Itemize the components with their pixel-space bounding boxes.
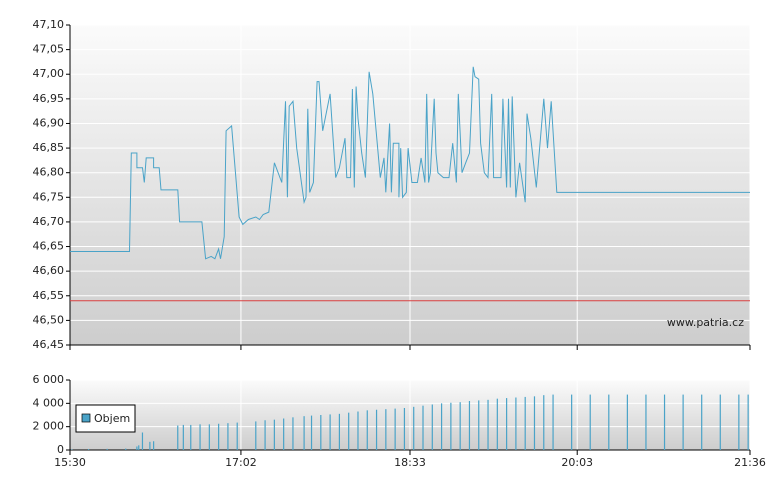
y-tick-label: 47,00 [33, 67, 65, 80]
volume-bar [149, 441, 151, 450]
y-tick-label: 2 000 [33, 420, 65, 433]
volume-bar [478, 400, 480, 450]
legend-label: Objem [94, 412, 130, 425]
volume-bar [450, 402, 452, 450]
y-tick-label: 46,65 [33, 240, 65, 253]
y-tick-label: 46,70 [33, 215, 65, 228]
volume-bar [338, 413, 340, 450]
legend-swatch [81, 413, 91, 423]
volume-bar [403, 408, 406, 450]
volume-bar [645, 394, 647, 450]
volume-bar [292, 417, 294, 450]
volume-bar [738, 394, 740, 450]
y-tick-label: 46,95 [33, 92, 65, 105]
volume-bar [506, 398, 508, 450]
volume-bar [440, 403, 443, 450]
volume-bar [626, 394, 628, 450]
volume-bar [273, 419, 275, 450]
y-tick-label: 46,55 [33, 289, 65, 302]
volume-bar [413, 406, 415, 450]
volume-bar [136, 446, 138, 450]
volume-bar [524, 396, 526, 450]
volume-bar [375, 409, 378, 450]
y-tick-label: 6 000 [33, 373, 65, 386]
volume-bar [422, 405, 424, 450]
volume-bar [199, 424, 201, 450]
y-tick-label: 47,10 [33, 18, 65, 31]
volume-bar [552, 394, 554, 450]
y-tick-label: 46,90 [33, 116, 65, 129]
volume-bar [329, 414, 331, 450]
y-tick-label: 46,60 [33, 264, 65, 277]
volume-bar [141, 432, 144, 450]
y-tick-label: 46,75 [33, 190, 65, 203]
volume-bar [431, 404, 433, 450]
volume-bar [106, 448, 108, 450]
volume-bar [177, 425, 179, 450]
x-tick-label: 20:03 [561, 456, 593, 469]
volume-bar [153, 441, 155, 450]
volume-bar [571, 394, 573, 450]
price-line [70, 66, 750, 260]
watermark: www.patria.cz [667, 316, 744, 329]
volume-bar [255, 421, 257, 450]
volume-bar [208, 424, 210, 450]
y-tick-label: 0 [57, 443, 64, 456]
volume-bar [543, 395, 545, 450]
x-tick-label: 15:30 [54, 456, 86, 469]
volume-bar [515, 397, 517, 450]
volume-bar [394, 408, 396, 450]
volume-bar [468, 401, 471, 450]
volume-bar [663, 394, 666, 450]
volume-bar [182, 424, 184, 450]
y-tick-label: 47,05 [33, 43, 65, 56]
volume-bar [487, 399, 489, 450]
x-tick-label: 17:02 [225, 456, 257, 469]
volume-bar [264, 420, 266, 450]
x-tick-label: 21:36 [734, 456, 766, 469]
volume-bar [283, 418, 285, 450]
volume-bar [138, 445, 140, 450]
x-tick-label: 18:33 [394, 456, 426, 469]
volume-bar [236, 422, 238, 450]
volume-bar [71, 449, 73, 450]
volume-bar [719, 394, 721, 450]
volume-bar [125, 448, 127, 450]
volume-bar [589, 394, 591, 450]
volume-bar [533, 396, 536, 450]
volume-bar [385, 409, 387, 450]
volume-bar [747, 394, 749, 450]
volume-bar [310, 415, 313, 450]
y-tick-label: 46,50 [33, 313, 65, 326]
y-tick-label: 46,80 [33, 166, 65, 179]
volume-bar [348, 412, 350, 450]
y-tick-label: 46,45 [33, 338, 65, 351]
volume-bar [190, 424, 192, 450]
volume-bar [357, 411, 359, 450]
volume-bar [496, 398, 498, 450]
volume-bar [218, 423, 220, 450]
y-tick-label: 4 000 [33, 396, 65, 409]
y-tick-label: 46,85 [33, 141, 65, 154]
volume-bar [701, 394, 703, 450]
volume-bar [227, 423, 229, 450]
volume-bar [366, 410, 368, 450]
volume-bar [303, 416, 305, 450]
volume-bar [682, 394, 684, 450]
volume-bar [320, 415, 322, 450]
volume-bar [608, 394, 610, 450]
volume-bar [87, 449, 90, 450]
volume-bar [459, 402, 461, 450]
